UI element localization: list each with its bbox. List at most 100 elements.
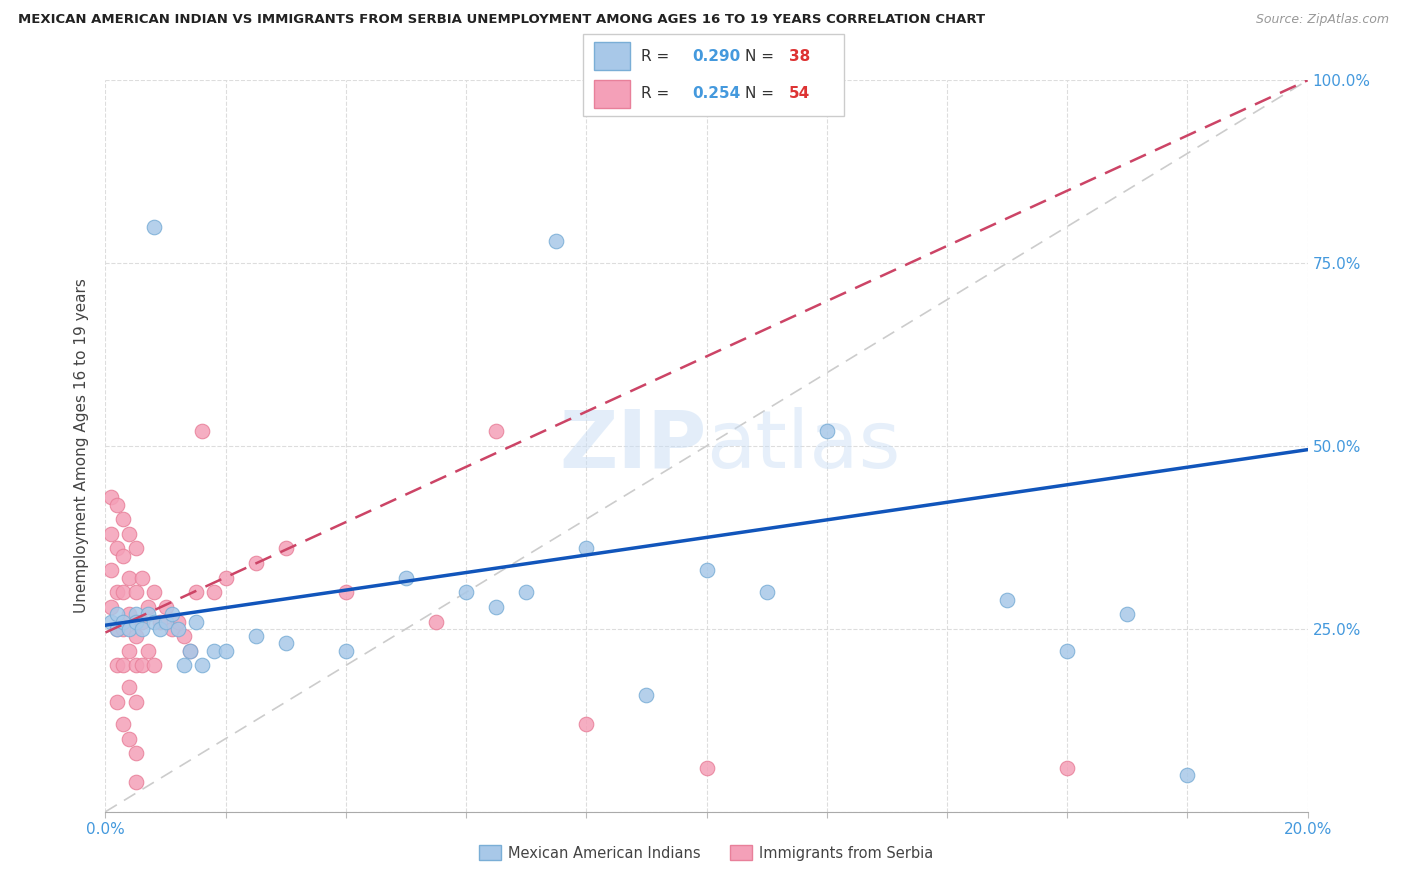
Point [107,585,129,599]
Point [107,695,129,709]
Text: 54: 54 [789,87,810,102]
Point [100,599,122,614]
Point [107,607,129,622]
Point [107,622,129,636]
Point [100,490,122,504]
Point [546,234,568,248]
Point [202,585,225,599]
Point [124,585,146,599]
Point [696,563,718,577]
Text: 38: 38 [789,48,810,63]
Point [112,549,135,563]
Point [124,746,146,760]
Text: N =: N = [745,48,779,63]
Point [166,622,188,636]
Point [142,585,165,599]
Point [184,615,207,629]
Point [184,585,207,599]
Point [274,541,297,556]
Point [136,607,159,622]
Point [696,761,718,775]
Point [485,599,508,614]
Point [160,607,183,622]
Point [1056,761,1078,775]
Point [118,526,141,541]
Text: R =: R = [641,87,673,102]
Point [395,571,418,585]
Point [124,658,146,673]
Point [118,607,141,622]
Point [142,615,165,629]
Point [124,615,146,629]
Point [485,425,508,439]
Point [142,219,165,234]
Point [118,731,141,746]
Point [155,615,177,629]
Point [1116,607,1139,622]
Point [274,636,297,650]
Point [142,658,165,673]
Point [1175,768,1198,782]
Point [124,541,146,556]
Point [118,622,141,636]
Point [335,644,357,658]
Point [214,571,236,585]
Text: R =: R = [641,48,673,63]
Point [755,585,778,599]
Point [112,615,135,629]
Point [173,658,195,673]
Point [148,615,170,629]
Bar [593,80,630,108]
Point [454,585,477,599]
Point [107,622,129,636]
Point [815,425,838,439]
Point [1056,644,1078,658]
Point [515,585,537,599]
Point [118,571,141,585]
Point [214,644,236,658]
Point [107,498,129,512]
Point [131,622,153,636]
Point [112,585,135,599]
Point [173,629,195,643]
Text: N =: N = [745,87,779,102]
Point [112,512,135,526]
Point [160,622,183,636]
Point [995,592,1018,607]
Point [636,688,658,702]
Point [118,644,141,658]
Point [136,644,159,658]
Point [124,775,146,789]
Bar [593,42,630,70]
Legend: Mexican American Indians, Immigrants from Serbia: Mexican American Indians, Immigrants fro… [474,839,939,867]
Text: ZIP: ZIP [560,407,707,485]
Point [100,615,122,629]
FancyBboxPatch shape [583,34,844,116]
Point [136,599,159,614]
Text: atlas: atlas [707,407,901,485]
Y-axis label: Unemployment Among Ages 16 to 19 years: Unemployment Among Ages 16 to 19 years [75,278,90,614]
Point [107,658,129,673]
Point [131,571,153,585]
Point [190,658,212,673]
Point [124,607,146,622]
Point [575,541,598,556]
Text: 0.254: 0.254 [693,87,741,102]
Point [190,425,212,439]
Point [100,526,122,541]
Text: 0.290: 0.290 [693,48,741,63]
Point [118,681,141,695]
Point [124,629,146,643]
Point [155,599,177,614]
Point [245,629,267,643]
Point [112,658,135,673]
Point [575,717,598,731]
Point [245,556,267,570]
Point [148,622,170,636]
Point [112,717,135,731]
Point [100,563,122,577]
Point [131,658,153,673]
Point [131,615,153,629]
Point [179,644,201,658]
Point [124,695,146,709]
